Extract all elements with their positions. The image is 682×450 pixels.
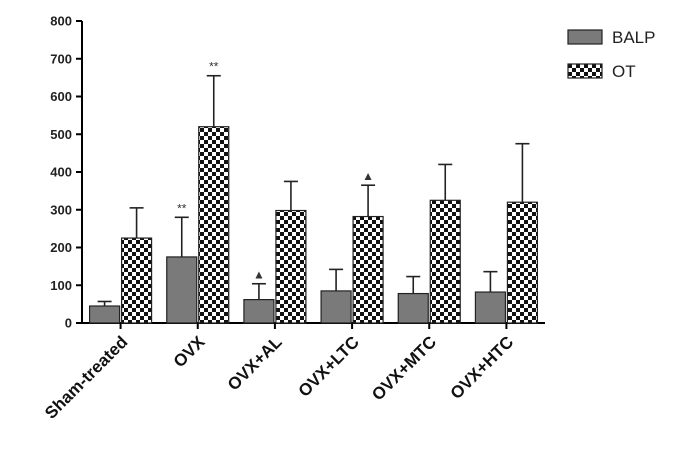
bar-balp-4 [397, 292, 429, 324]
bar-ot-5 [506, 201, 539, 324]
x-tick-label: OVX+LTC [295, 332, 363, 400]
x-tick-label: OVX+HTC [447, 332, 518, 403]
bar-balp-5 [474, 291, 507, 324]
significance-mark: ▲ [253, 268, 265, 282]
y-tick-label: 700 [50, 51, 72, 66]
significance-mark: ▲ [362, 169, 374, 183]
category-labels: Sham-treated OVX OVX+AL OVX+LTC OVX+MTC OVX+H… [41, 332, 517, 423]
y-tick-label: 600 [50, 89, 72, 104]
bar-ot-2 [275, 209, 307, 324]
bar-balp-1 [166, 256, 198, 324]
y-tick-label: 800 [50, 14, 72, 29]
y-tick-label: 200 [50, 240, 72, 255]
significance-mark: ** [209, 60, 219, 74]
legend-label-balp: BALP [612, 28, 655, 47]
significance-mark: ** [177, 201, 187, 215]
x-tick-label: OVX [170, 332, 209, 371]
bar-ot-4 [429, 199, 461, 324]
legend-swatch-balp [567, 29, 603, 45]
y-tick-label: 500 [50, 127, 72, 142]
y-tick-label: 100 [50, 278, 72, 293]
bar-ot-3 [352, 215, 384, 324]
y-tick-label: 300 [50, 202, 72, 217]
legend-swatch-ot [567, 63, 603, 79]
bars: ** ** ▲ ▲ [88, 60, 539, 324]
x-tick-label: OVX+AL [224, 332, 286, 394]
legend-label-ot: OT [612, 62, 636, 81]
legend: BALP OT [567, 28, 655, 81]
bar-ot-1 [198, 126, 230, 324]
x-tick-label: OVX+MTC [368, 332, 440, 404]
bar-balp-2 [243, 298, 275, 324]
axes: 0 100 200 300 400 500 600 700 800 [50, 14, 545, 331]
y-tick-label: 0 [65, 316, 72, 331]
bar-balp-0 [88, 305, 121, 324]
y-tick-label: 400 [50, 165, 72, 180]
bar-balp-3 [320, 290, 352, 324]
x-tick-label: Sham-treated [41, 332, 131, 422]
bar-ot-0 [120, 237, 153, 324]
